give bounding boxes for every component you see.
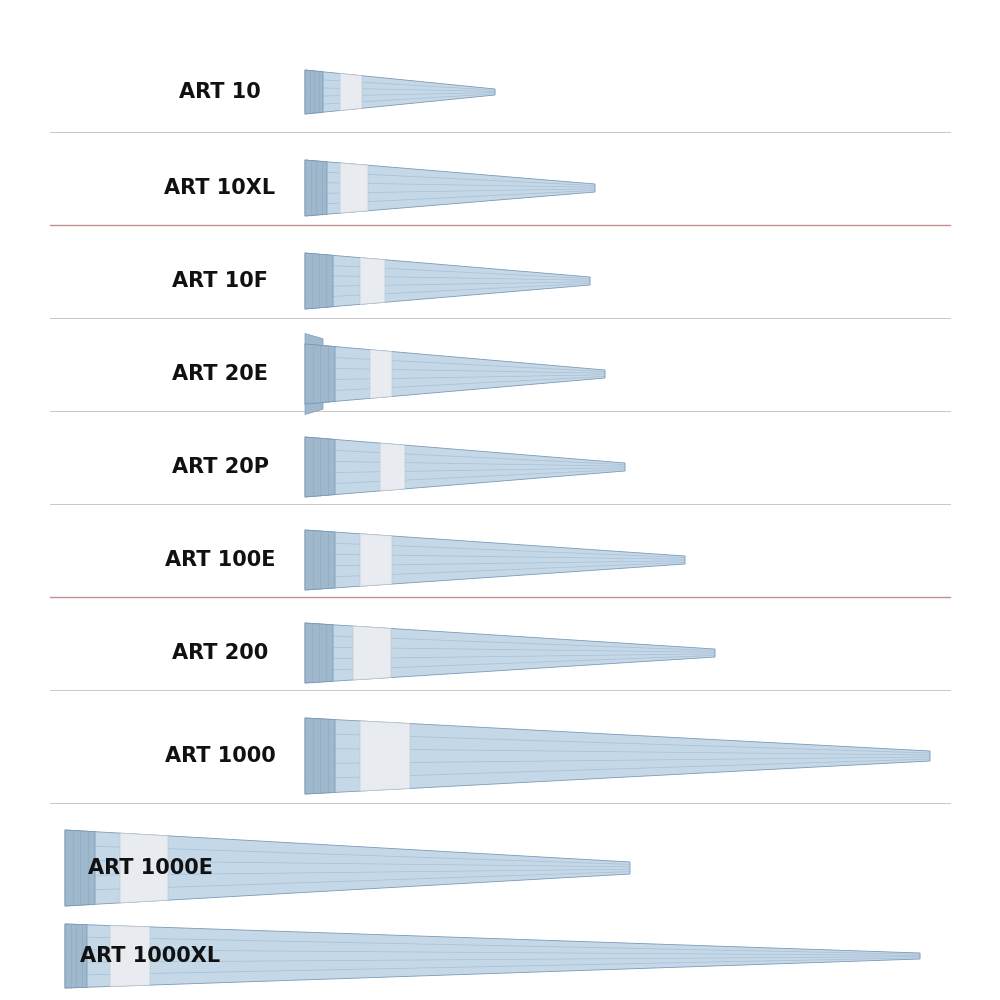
Polygon shape [305, 623, 333, 683]
Polygon shape [360, 258, 385, 304]
Polygon shape [305, 530, 685, 590]
Polygon shape [305, 253, 590, 309]
Text: ART 1000: ART 1000 [165, 746, 275, 766]
Polygon shape [305, 253, 333, 309]
Polygon shape [340, 163, 368, 213]
Polygon shape [380, 443, 405, 491]
Polygon shape [305, 344, 335, 404]
Text: ART 10F: ART 10F [172, 271, 268, 291]
Text: ART 20P: ART 20P [172, 457, 268, 477]
Polygon shape [110, 926, 150, 986]
Polygon shape [353, 626, 391, 680]
Text: ART 200: ART 200 [172, 643, 268, 663]
Polygon shape [65, 924, 87, 988]
Polygon shape [120, 833, 168, 903]
Polygon shape [305, 344, 605, 404]
Text: ART 10XL: ART 10XL [164, 178, 276, 198]
Text: ART 1000E: ART 1000E [88, 858, 212, 878]
Polygon shape [65, 830, 95, 906]
Polygon shape [305, 437, 625, 497]
Polygon shape [305, 718, 335, 794]
Polygon shape [360, 721, 410, 791]
Text: ART 10: ART 10 [179, 82, 261, 102]
Polygon shape [305, 334, 323, 346]
Polygon shape [65, 830, 630, 906]
Polygon shape [360, 534, 392, 586]
Polygon shape [305, 530, 335, 590]
Polygon shape [305, 718, 930, 794]
Text: ART 1000XL: ART 1000XL [80, 946, 220, 966]
Polygon shape [370, 350, 392, 398]
Polygon shape [305, 70, 495, 114]
Text: ART 100E: ART 100E [165, 550, 275, 570]
Polygon shape [305, 160, 327, 216]
Text: ART 20E: ART 20E [172, 364, 268, 384]
Polygon shape [305, 402, 323, 414]
Polygon shape [305, 70, 323, 114]
Polygon shape [305, 437, 335, 497]
Polygon shape [340, 73, 362, 110]
Polygon shape [305, 160, 595, 216]
Polygon shape [65, 924, 920, 988]
Polygon shape [305, 623, 715, 683]
